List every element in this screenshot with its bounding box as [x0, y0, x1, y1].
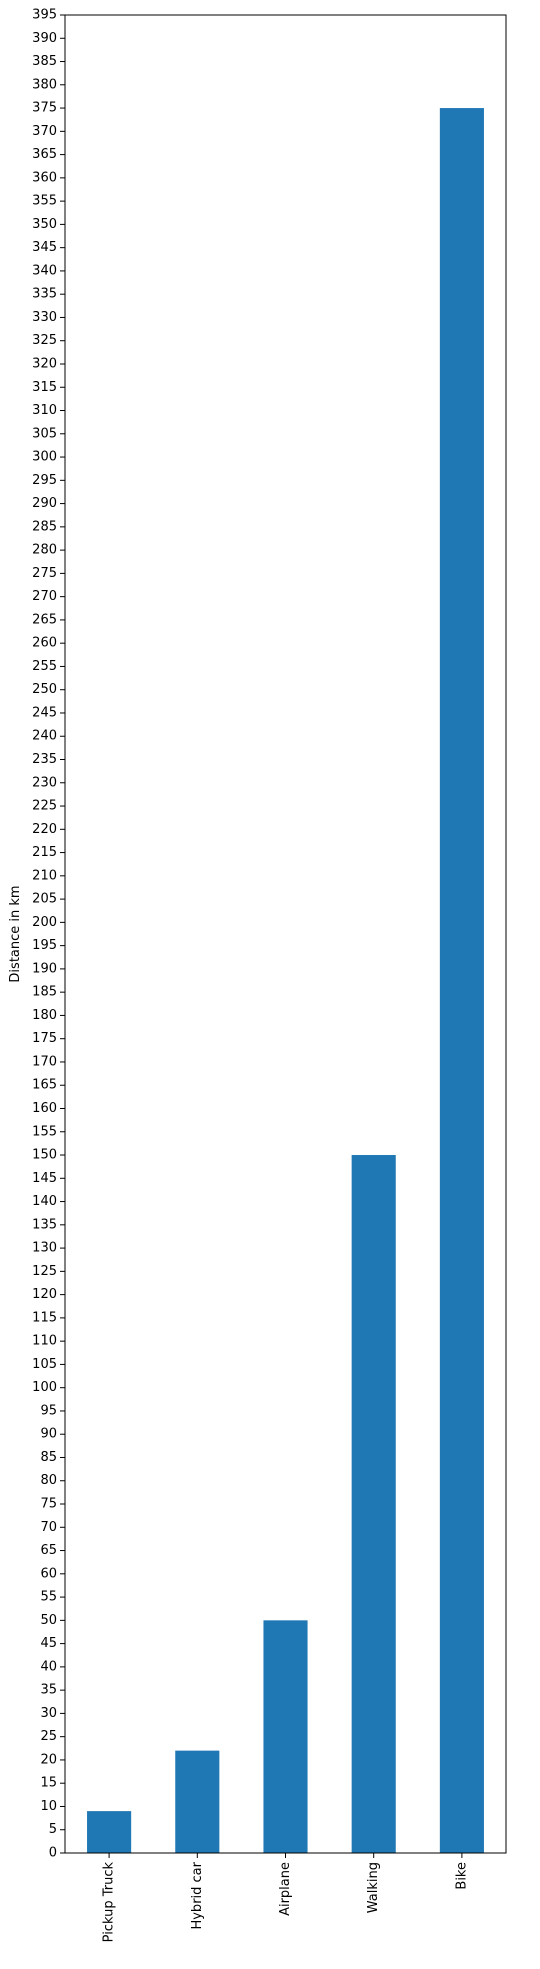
y-tick-label: 10	[40, 1799, 57, 1814]
y-tick-label: 270	[32, 589, 57, 604]
y-tick-label: 45	[40, 1636, 57, 1651]
y-tick-label: 0	[49, 1846, 57, 1861]
y-tick-label: 390	[32, 31, 57, 46]
y-tick-label: 25	[40, 1729, 57, 1744]
y-tick-label: 225	[32, 799, 57, 814]
y-tick-label: 155	[32, 1124, 57, 1139]
y-tick-label: 235	[32, 752, 57, 767]
y-tick-label: 220	[32, 822, 57, 837]
y-tick-label: 375	[32, 101, 57, 116]
y-tick-label: 150	[32, 1148, 57, 1163]
y-tick-label: 160	[32, 1101, 57, 1116]
y-tick-label: 275	[32, 566, 57, 581]
y-tick-label: 140	[32, 1194, 57, 1209]
y-tick-label: 170	[32, 1054, 57, 1069]
y-tick-label: 340	[32, 263, 57, 278]
y-tick-label: 185	[32, 985, 57, 1000]
y-tick-label: 95	[40, 1403, 57, 1418]
y-tick-label: 260	[32, 636, 57, 651]
y-tick-label: 5	[49, 1822, 57, 1837]
y-tick-label: 80	[40, 1473, 57, 1488]
bar-pickup-truck	[87, 1811, 132, 1853]
y-tick-label: 65	[40, 1543, 57, 1558]
bar-walking	[351, 1155, 396, 1853]
y-tick-label: 300	[32, 450, 57, 465]
y-tick-label: 195	[32, 938, 57, 953]
y-tick-label: 310	[32, 403, 57, 418]
y-tick-label: 120	[32, 1287, 57, 1302]
y-tick-label: 70	[40, 1520, 57, 1535]
y-tick-label: 145	[32, 1171, 57, 1186]
bar-bike	[439, 108, 484, 1854]
y-tick-label: 305	[32, 426, 57, 441]
y-tick-label: 180	[32, 1008, 57, 1023]
y-tick-label: 245	[32, 705, 57, 720]
y-tick-label: 290	[32, 496, 57, 511]
y-tick-label: 200	[32, 915, 57, 930]
y-tick-label: 295	[32, 473, 57, 488]
y-tick-label: 175	[32, 1031, 57, 1046]
y-tick-label: 345	[32, 240, 57, 255]
y-tick-label: 135	[32, 1217, 57, 1232]
y-tick-label: 330	[32, 310, 57, 325]
y-tick-label: 315	[32, 380, 57, 395]
y-tick-label: 15	[40, 1776, 57, 1791]
y-tick-label: 125	[32, 1264, 57, 1279]
y-tick-label: 100	[32, 1380, 57, 1395]
y-axis-ticks: 0 5 10 15 20 25 30 35 40 45 50 55 60 65 70 75 80 85 90 95 10…	[32, 8, 65, 1861]
y-tick-label: 75	[40, 1497, 57, 1512]
y-tick-label: 105	[32, 1357, 57, 1372]
y-tick-label: 110	[32, 1334, 57, 1349]
y-tick-label: 350	[32, 217, 57, 232]
x-tick-label: Pickup Truck	[102, 1862, 117, 1943]
y-axis-label: Distance in km	[8, 885, 23, 982]
y-tick-label: 325	[32, 333, 57, 348]
y-tick-label: 335	[32, 287, 57, 302]
y-tick-label: 395	[32, 8, 57, 23]
y-tick-label: 90	[40, 1427, 57, 1442]
y-tick-label: 35	[40, 1683, 57, 1698]
y-tick-label: 370	[32, 124, 57, 139]
y-tick-label: 190	[32, 961, 57, 976]
y-tick-label: 165	[32, 1078, 57, 1093]
y-tick-label: 210	[32, 868, 57, 883]
y-tick-label: 255	[32, 659, 57, 674]
bar-airplane	[263, 1620, 308, 1853]
x-axis-ticks: Pickup Truck Hybrid car Airplane Walking Bik…	[102, 1853, 469, 1943]
y-tick-label: 250	[32, 682, 57, 697]
x-tick-label: Bike	[454, 1862, 469, 1890]
y-tick-label: 50	[40, 1613, 57, 1628]
y-tick-label: 55	[40, 1590, 57, 1605]
x-tick-label: Hybrid car	[190, 1861, 205, 1929]
y-tick-label: 40	[40, 1659, 57, 1674]
y-tick-label: 360	[32, 170, 57, 185]
y-tick-label: 30	[40, 1706, 57, 1721]
y-tick-label: 115	[32, 1310, 57, 1325]
y-tick-label: 365	[32, 147, 57, 162]
y-tick-label: 60	[40, 1566, 57, 1581]
y-tick-label: 230	[32, 775, 57, 790]
y-tick-label: 265	[32, 612, 57, 627]
y-tick-label: 240	[32, 729, 57, 744]
x-tick-label: Airplane	[278, 1862, 293, 1916]
y-tick-label: 20	[40, 1752, 57, 1767]
y-tick-label: 85	[40, 1450, 57, 1465]
y-tick-label: 380	[32, 77, 57, 92]
y-tick-label: 205	[32, 892, 57, 907]
y-tick-label: 215	[32, 845, 57, 860]
plot-frame	[64, 14, 507, 1854]
y-tick-label: 385	[32, 54, 57, 69]
bars	[87, 108, 484, 1854]
y-tick-label: 280	[32, 543, 57, 558]
y-tick-label: 285	[32, 519, 57, 534]
y-tick-label: 320	[32, 356, 57, 371]
y-tick-label: 355	[32, 194, 57, 209]
bar-hybrid-car	[175, 1750, 220, 1853]
x-tick-label: Walking	[366, 1862, 381, 1913]
y-tick-label: 130	[32, 1241, 57, 1256]
